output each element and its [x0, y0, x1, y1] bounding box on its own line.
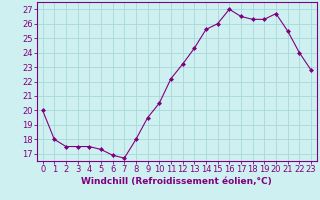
- X-axis label: Windchill (Refroidissement éolien,°C): Windchill (Refroidissement éolien,°C): [81, 177, 272, 186]
